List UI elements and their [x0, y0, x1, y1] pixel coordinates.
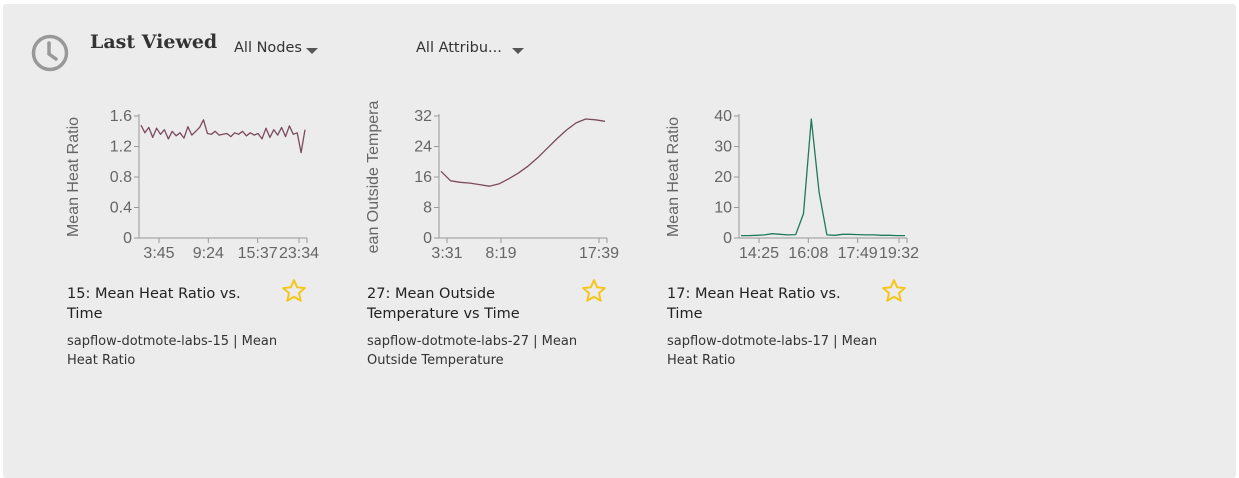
- section-title: Last Viewed: [90, 31, 218, 53]
- x-tick-label: 16:08: [788, 245, 828, 262]
- last-viewed-panel: Last Viewed All Nodes All Attribu... Mea…: [3, 4, 1236, 478]
- chevron-down-icon: [305, 48, 318, 54]
- y-tick-label: 0: [423, 230, 432, 247]
- x-tick-label: 17:39: [579, 245, 619, 262]
- card-subtitle: sapflow-dotmote-labs-27 | Mean Outside T…: [367, 334, 578, 368]
- x-tick-label: 23:34: [279, 245, 319, 262]
- chart-card-17[interactable]: Mean Heat Ratio 0 10 20 30 40 14:25 16:08 17:49 1…: [663, 96, 943, 376]
- x-tick-label: 3:45: [143, 245, 174, 262]
- attribute-filter-dropdown[interactable]: All Attribu...: [416, 40, 524, 56]
- y-tick-label: 8: [423, 200, 432, 217]
- card-title[interactable]: 27: Mean Outside Temperature vs Time: [367, 286, 520, 322]
- star-icon[interactable]: [881, 278, 907, 304]
- y-axis-label: Mean Heat Ratio: [665, 117, 682, 237]
- y-tick-label: 0: [123, 230, 132, 247]
- y-tick-label: 0: [723, 230, 732, 247]
- x-tick-label: 17:49: [838, 245, 878, 262]
- series-line: [741, 118, 905, 237]
- node-filter-dropdown[interactable]: All Nodes: [234, 40, 318, 56]
- card-subtitle: sapflow-dotmote-labs-17 | Mean Heat Rati…: [667, 334, 878, 368]
- chart-card-15[interactable]: Mean Heat Ratio 0 0.4 0.8 1.2 1.6 3:45 9:24 15:3…: [63, 96, 343, 376]
- clock-icon: [31, 34, 69, 72]
- y-tick-label: 24: [414, 139, 432, 156]
- y-tick-label: 40: [714, 108, 732, 125]
- x-tick-label: 14:25: [739, 245, 779, 262]
- chart-heat-ratio-17[interactable]: Mean Heat Ratio 0 10 20 30 40 14:25 16:08 17:49 1…: [663, 96, 943, 276]
- y-tick-label: 20: [714, 169, 732, 186]
- x-tick-label: 15:37: [238, 245, 278, 262]
- chart-heat-ratio-15[interactable]: Mean Heat Ratio 0 0.4 0.8 1.2 1.6 3:45 9:24 15:3…: [63, 96, 343, 276]
- series-line: [440, 118, 606, 187]
- y-axis-label: ean Outside Tempera: [365, 101, 382, 254]
- chevron-down-icon: [511, 48, 524, 54]
- y-tick-label: 0.8: [110, 169, 132, 186]
- y-tick-label: 0.4: [110, 200, 132, 217]
- y-tick-label: 16: [414, 169, 432, 186]
- card-title[interactable]: 15: Mean Heat Ratio vs. Time: [67, 286, 241, 322]
- chart-outside-temp-27[interactable]: ean Outside Tempera 0 8 16 24 32 3:31 8:19 17:39: [363, 96, 643, 276]
- node-filter-value: All Nodes: [234, 40, 302, 56]
- x-tick-label: 9:24: [193, 245, 224, 262]
- star-icon[interactable]: [281, 278, 307, 304]
- y-tick-label: 1.2: [110, 139, 132, 156]
- attribute-filter-value: All Attribu...: [416, 40, 502, 56]
- chart-card-27[interactable]: ean Outside Tempera 0 8 16 24 32 3:31 8:19 17:39…: [363, 96, 643, 376]
- y-tick-label: 30: [714, 139, 732, 156]
- y-tick-label: 32: [414, 108, 432, 125]
- card-subtitle: sapflow-dotmote-labs-15 | Mean Heat Rati…: [67, 334, 278, 368]
- y-tick-label: 1.6: [110, 108, 132, 125]
- y-axis-label: Mean Heat Ratio: [65, 117, 82, 237]
- card-title[interactable]: 17: Mean Heat Ratio vs. Time: [667, 286, 841, 322]
- y-tick-label: 10: [714, 200, 732, 217]
- x-tick-label: 19:32: [879, 245, 919, 262]
- series-line: [140, 119, 306, 154]
- x-tick-label: 3:31: [431, 245, 462, 262]
- star-icon[interactable]: [581, 278, 607, 304]
- x-tick-label: 8:19: [485, 245, 516, 262]
